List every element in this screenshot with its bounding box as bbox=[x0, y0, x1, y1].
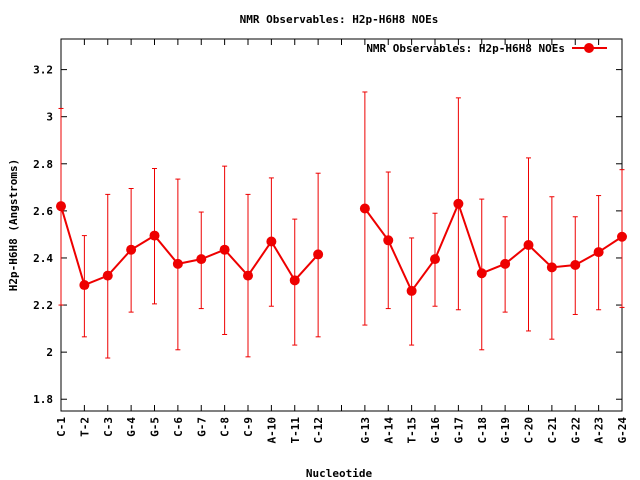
data-point bbox=[126, 244, 137, 255]
x-tick-label: A-10 bbox=[265, 417, 278, 444]
x-tick-label: C-9 bbox=[242, 417, 255, 437]
x-tick-label: G-4 bbox=[125, 417, 138, 437]
y-tick-label: 2 bbox=[46, 346, 53, 359]
x-tick-label: C-1 bbox=[55, 417, 68, 437]
data-point bbox=[546, 262, 557, 273]
data-point bbox=[289, 275, 300, 286]
legend-label: NMR Observables: H2p-H6H8 NOEs bbox=[366, 42, 565, 55]
error-bars bbox=[58, 91, 625, 359]
x-tick-label: C-6 bbox=[172, 417, 185, 437]
legend-swatch-marker bbox=[584, 43, 594, 53]
data-point bbox=[617, 231, 627, 242]
x-tick-label: T-11 bbox=[289, 417, 302, 444]
x-tick-label: C-8 bbox=[219, 417, 232, 437]
x-tick-label: G-7 bbox=[195, 417, 208, 437]
x-tick-label: G-5 bbox=[149, 417, 162, 437]
x-tick-label: T-2 bbox=[78, 417, 91, 437]
x-tick-label: T-15 bbox=[406, 417, 419, 444]
x-axis-label: Nucleotide bbox=[306, 467, 373, 480]
x-tick-label: C-21 bbox=[546, 417, 559, 444]
chart-title: NMR Observables: H2p-H6H8 NOEs bbox=[240, 13, 439, 26]
data-point bbox=[243, 270, 253, 281]
y-tick-label: 1.8 bbox=[33, 393, 53, 406]
data-point bbox=[149, 230, 160, 241]
x-tick-label: G-22 bbox=[569, 417, 582, 444]
data-point bbox=[593, 247, 604, 258]
y-tick-label: 2.2 bbox=[33, 299, 53, 312]
data-point bbox=[266, 236, 277, 247]
y-tick-label: 3.2 bbox=[33, 64, 53, 77]
x-tick-label: C-18 bbox=[476, 417, 489, 444]
data-point bbox=[313, 249, 324, 260]
y-axis-ticks: 1.8 2 2.2 2.4 2.6 2.8 3 3.2 bbox=[33, 64, 622, 406]
data-point bbox=[453, 198, 464, 209]
data-point bbox=[500, 258, 511, 269]
plot-frame bbox=[60, 38, 623, 412]
data-point bbox=[359, 203, 370, 214]
data-point bbox=[172, 258, 183, 269]
x-tick-label: G-24 bbox=[616, 417, 629, 444]
data-point bbox=[56, 201, 66, 212]
y-tick-label: 2.6 bbox=[33, 205, 53, 218]
x-tick-label: A-14 bbox=[382, 417, 395, 444]
data-point bbox=[219, 244, 230, 255]
x-tick-label: A-23 bbox=[593, 417, 606, 444]
data-point bbox=[79, 280, 90, 291]
data-point bbox=[196, 254, 207, 265]
x-tick-label: C-3 bbox=[102, 417, 115, 437]
x-tick-label: G-16 bbox=[429, 417, 442, 444]
data-point bbox=[383, 235, 394, 246]
y-axis-label: H2p-H6H8 (Angstroms) bbox=[7, 159, 20, 291]
series-points bbox=[56, 198, 627, 296]
x-tick-label: C-12 bbox=[312, 417, 325, 444]
series-line bbox=[364, 200, 623, 293]
y-tick-label: 3 bbox=[46, 111, 53, 124]
y-tick-label: 2.8 bbox=[33, 158, 53, 171]
x-tick-label: C-20 bbox=[523, 417, 536, 444]
data-point bbox=[102, 270, 113, 281]
y-tick-label: 2.4 bbox=[33, 252, 53, 265]
data-point bbox=[476, 268, 487, 279]
x-axis-ticks: C-1 T-2 C-3 G-4 G-5 C-6 G-7 C-8 C-9 A-10 T-11 C-12 G… bbox=[55, 39, 629, 444]
x-tick-label: G-19 bbox=[499, 417, 512, 444]
data-point bbox=[570, 260, 581, 271]
data-point bbox=[430, 254, 440, 265]
legend: NMR Observables: H2p-H6H8 NOEs bbox=[366, 42, 607, 55]
series-lines bbox=[60, 200, 623, 293]
x-tick-label: G-17 bbox=[452, 417, 465, 444]
data-point bbox=[406, 285, 417, 296]
data-point bbox=[523, 240, 534, 251]
x-tick-label: G-13 bbox=[359, 417, 372, 444]
series-line bbox=[60, 205, 319, 287]
